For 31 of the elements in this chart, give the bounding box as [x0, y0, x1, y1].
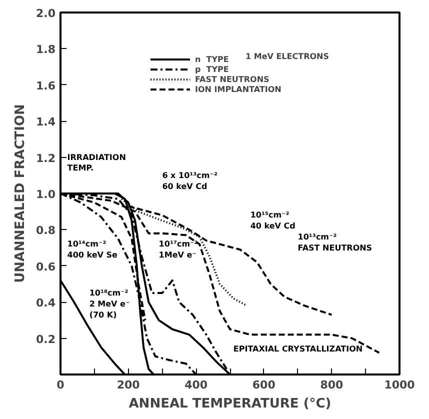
annotation: EPITAXIAL CRYSTALLIZATION — [233, 344, 363, 354]
x-tick-label: 600 — [252, 378, 276, 392]
x-tick-label: 800 — [320, 378, 344, 392]
y-tick-label: 0.6 — [36, 260, 56, 274]
annotation: 10¹⁷cm⁻² 1MeV e⁻ — [158, 240, 198, 260]
x-tick-label: 200 — [116, 378, 140, 392]
y-tick-label: 1.4 — [36, 116, 56, 129]
x-tick-label: 400 — [184, 378, 208, 392]
annotation: 10¹⁴cm⁻² 400 keV Se — [67, 240, 118, 260]
y-tick-label: 1.2 — [36, 152, 56, 165]
y-tick-label: 2.0 — [36, 7, 56, 20]
y-tick-label: 0.8 — [36, 224, 56, 238]
x-tick-label: 1000 — [384, 378, 416, 392]
y-axis-title: UNANNEALED FRACTION — [13, 104, 28, 283]
legend-label: FAST NEUTRONS — [195, 74, 270, 84]
x-axis-title: ANNEAL TEMPERATURE (°C) — [128, 396, 332, 412]
y-tick-label: 0.2 — [36, 332, 56, 346]
annotation: 6 x 10¹³cm⁻² 60 keV Cd — [162, 170, 218, 191]
annotation: 1 MeV ELECTRONS — [246, 52, 330, 61]
legend-label: p TYPE — [195, 64, 229, 74]
annotation: 10¹³cm⁻² FAST NEUTRONS — [298, 232, 372, 252]
y-tick-label: 1.6 — [36, 79, 56, 92]
legend-label: n TYPE — [195, 54, 229, 64]
legend-label: ION IMPLANTATION — [195, 84, 282, 94]
annotation: 10¹⁸cm⁻² 2 MeV e⁻ (70 K) — [89, 288, 130, 320]
y-tick-label: 0.4 — [36, 296, 56, 310]
y-tick-label: 1.0 — [36, 188, 56, 201]
annotation: 10¹⁵cm⁻² 40 keV Cd — [250, 210, 296, 231]
annotation: IRRADIATION TEMP. — [67, 152, 126, 173]
y-tick-label: 1.8 — [36, 43, 56, 56]
x-tick-label: 0 — [56, 378, 65, 392]
